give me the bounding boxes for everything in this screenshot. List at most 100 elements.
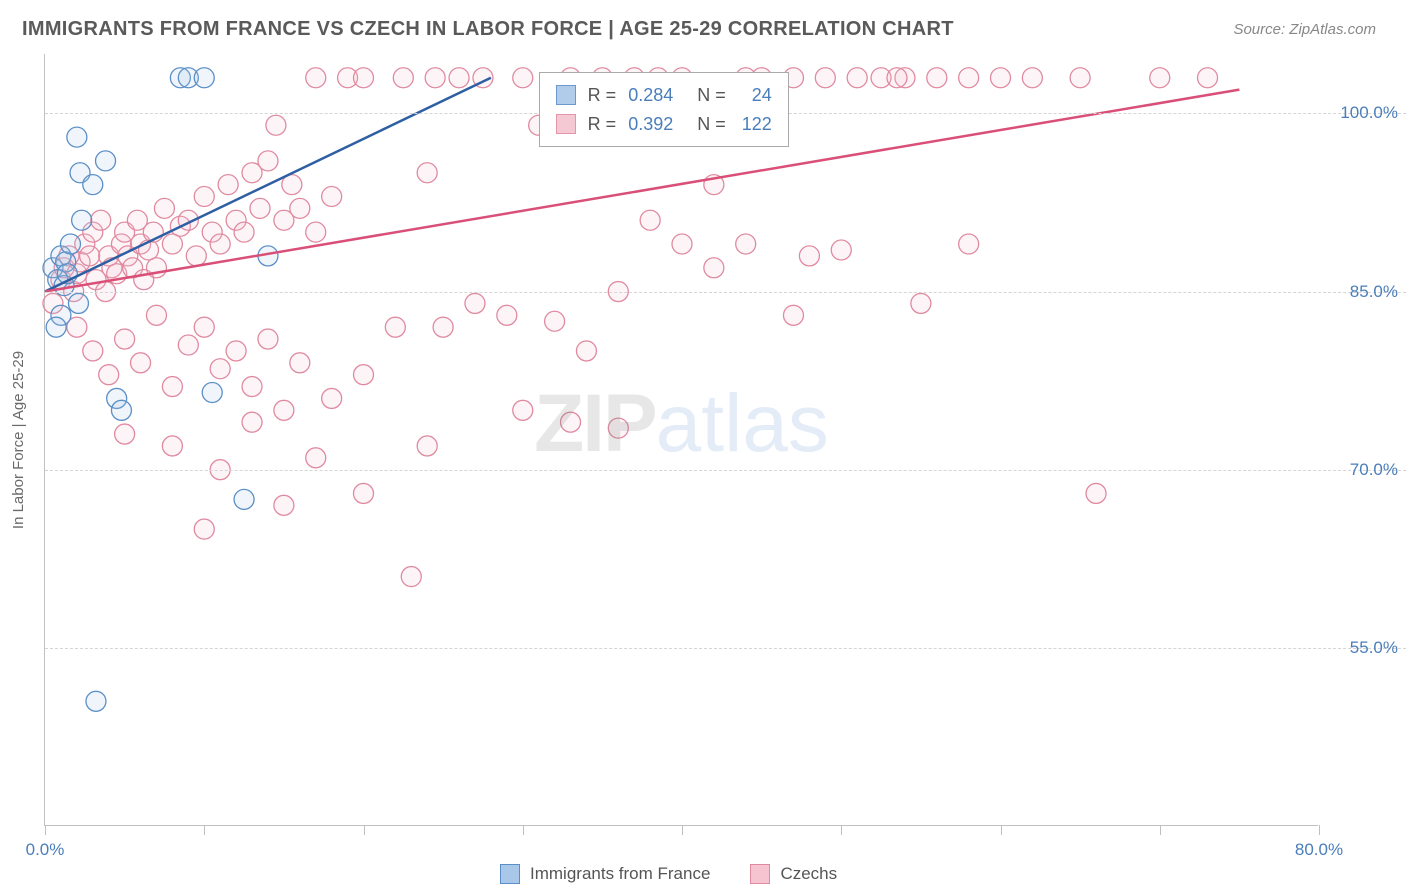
data-point-czech [218, 175, 238, 195]
x-tick [204, 825, 205, 835]
x-tick [682, 825, 683, 835]
data-point-czech [242, 377, 262, 397]
data-point-czech [449, 68, 469, 88]
data-point-czech [91, 210, 111, 230]
data-point-czech [640, 210, 660, 230]
stats-r-label: R = [588, 110, 617, 139]
data-point-czech [210, 234, 230, 254]
data-point-czech [1086, 483, 1106, 503]
gridline [45, 648, 1406, 649]
data-point-czech [306, 68, 326, 88]
data-point-france [67, 127, 87, 147]
data-point-czech [80, 246, 100, 266]
x-tick [841, 825, 842, 835]
stats-swatch [556, 114, 576, 134]
data-point-czech [234, 222, 254, 242]
data-point-czech [417, 163, 437, 183]
data-point-czech [354, 365, 374, 385]
data-point-france [234, 489, 254, 509]
data-point-czech [210, 359, 230, 379]
data-point-czech [194, 519, 214, 539]
data-point-czech [186, 246, 206, 266]
y-tick-label: 85.0% [1350, 282, 1398, 302]
data-point-czech [131, 353, 151, 373]
stats-row-czech: R = 0.392 N = 122 [556, 110, 772, 139]
gridline [45, 470, 1406, 471]
legend-label-france: Immigrants from France [530, 864, 710, 884]
data-point-france [96, 151, 116, 171]
data-point-czech [322, 388, 342, 408]
data-point-czech [959, 234, 979, 254]
data-point-czech [887, 68, 907, 88]
x-tick [1160, 825, 1161, 835]
data-point-czech [1070, 68, 1090, 88]
data-point-czech [258, 329, 278, 349]
data-point-france [111, 400, 131, 420]
x-tick [1001, 825, 1002, 835]
data-point-france [83, 175, 103, 195]
data-point-czech [545, 311, 565, 331]
legend-label-czech: Czechs [780, 864, 837, 884]
data-point-czech [226, 341, 246, 361]
x-tick [364, 825, 365, 835]
data-point-czech [266, 115, 286, 135]
x-tick [1319, 825, 1320, 835]
data-point-czech [258, 151, 278, 171]
gridline [45, 292, 1406, 293]
data-point-czech [847, 68, 867, 88]
x-tick [523, 825, 524, 835]
data-point-czech [83, 341, 103, 361]
source-attribution: Source: ZipAtlas.com [1233, 21, 1376, 38]
stats-r-value: 0.284 [628, 81, 673, 110]
data-point-czech [178, 335, 198, 355]
data-point-france [46, 317, 66, 337]
data-point-czech [513, 68, 533, 88]
data-point-czech [911, 293, 931, 313]
data-point-czech [354, 483, 374, 503]
legend-item-czech: Czechs [750, 864, 837, 884]
data-point-czech [385, 317, 405, 337]
data-point-czech [306, 222, 326, 242]
data-point-czech [322, 187, 342, 207]
data-point-czech [401, 567, 421, 587]
stats-swatch [556, 85, 576, 105]
legend-item-france: Immigrants from France [500, 864, 710, 884]
data-point-czech [146, 305, 166, 325]
data-point-czech [274, 495, 294, 515]
data-point-czech [354, 68, 374, 88]
legend-swatch-france [500, 864, 520, 884]
data-point-czech [576, 341, 596, 361]
data-point-france [72, 210, 92, 230]
data-point-czech [194, 317, 214, 337]
data-point-czech [290, 353, 310, 373]
stats-row-france: R =0.284N =24 [556, 81, 772, 110]
stats-n-label: N = [697, 110, 726, 139]
stats-n-value: 24 [738, 81, 772, 110]
data-point-czech [704, 258, 724, 278]
data-point-czech [417, 436, 437, 456]
y-axis-label: In Labor Force | Age 25-29 [10, 351, 27, 529]
data-point-france [68, 293, 88, 313]
legend: Immigrants from France Czechs [500, 864, 837, 884]
data-point-czech [115, 329, 135, 349]
data-point-czech [561, 412, 581, 432]
data-point-czech [274, 400, 294, 420]
stats-r-label: R = [588, 81, 617, 110]
data-point-czech [465, 293, 485, 313]
data-point-czech [115, 424, 135, 444]
data-point-france [86, 691, 106, 711]
data-point-czech [242, 412, 262, 432]
scatter-plot-svg [45, 54, 1318, 825]
data-point-czech [162, 234, 182, 254]
data-point-czech [497, 305, 517, 325]
stats-r-value: 0.392 [628, 110, 673, 139]
data-point-czech [99, 365, 119, 385]
data-point-czech [991, 68, 1011, 88]
data-point-czech [306, 448, 326, 468]
stats-n-value: 122 [738, 110, 772, 139]
data-point-czech [783, 305, 803, 325]
data-point-france [194, 68, 214, 88]
data-point-czech [672, 234, 692, 254]
data-point-czech [927, 68, 947, 88]
x-tick [45, 825, 46, 835]
